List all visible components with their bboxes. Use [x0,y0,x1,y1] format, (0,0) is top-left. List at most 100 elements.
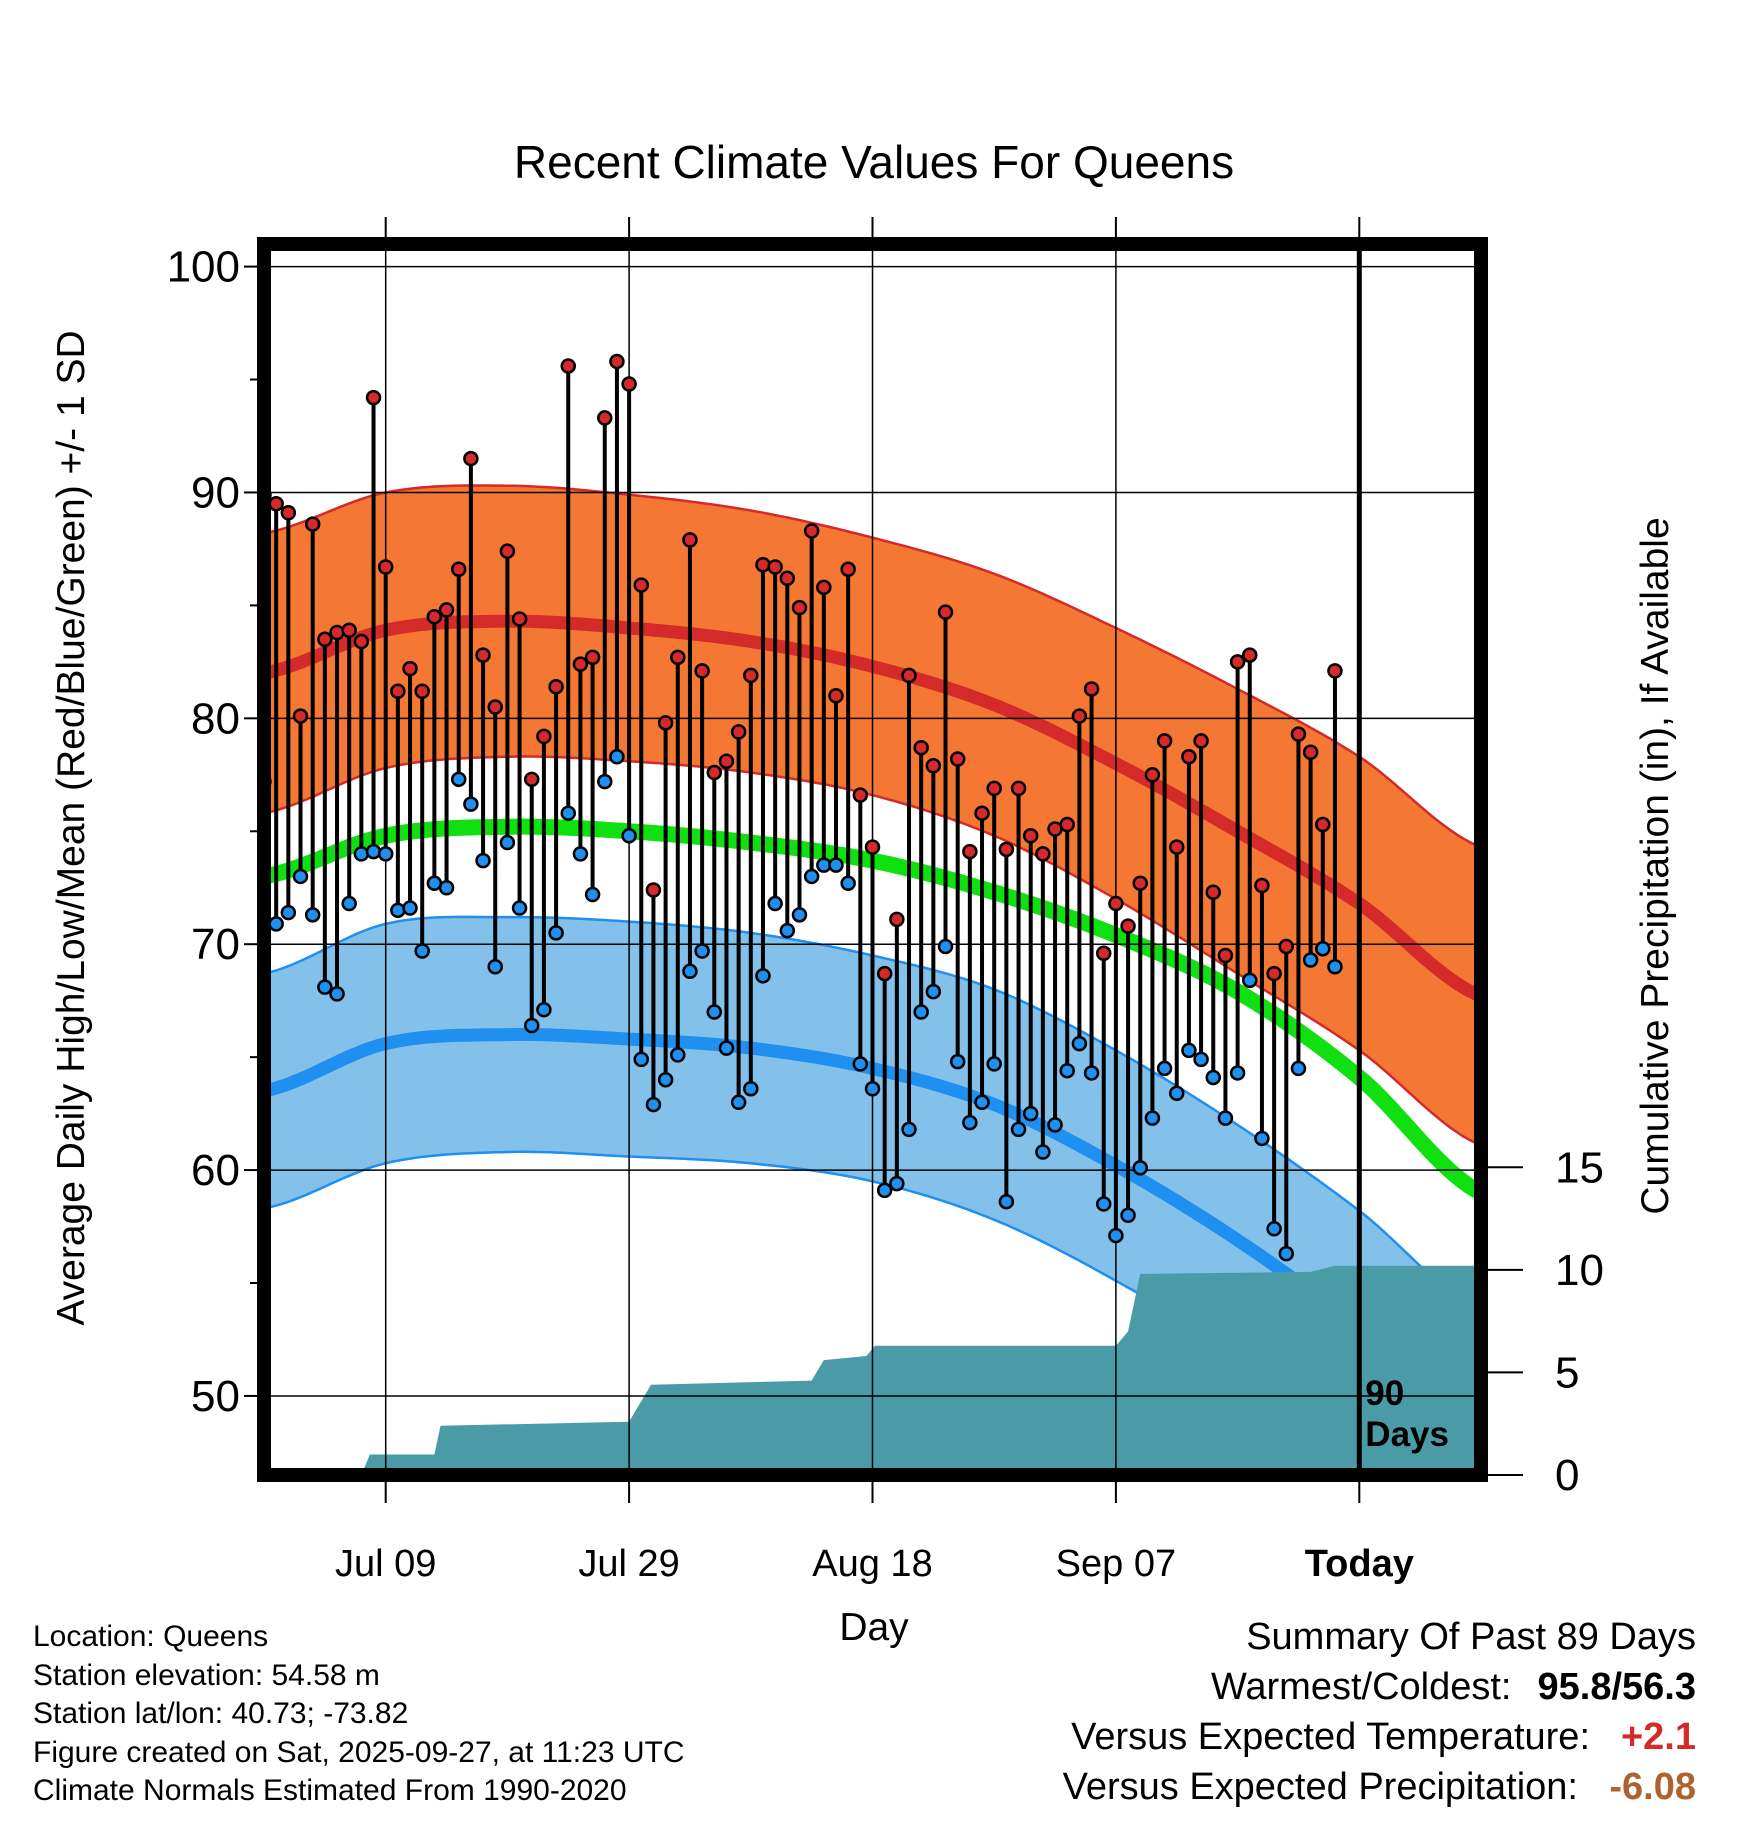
summary-panel: Summary Of Past 89 Days Warmest/Coldest:… [1063,1612,1696,1812]
y-left-tick-label: 100 [167,243,240,292]
daily-high-point [450,561,467,578]
daily-high-point [986,780,1002,797]
daily-low-point [791,907,808,923]
daily-high-point [1035,846,1051,862]
daily-high-point [511,611,528,627]
plot-area [264,0,1481,1475]
info-normals: Climate Normals Estimated From 1990-2020 [33,1774,627,1807]
daily-high-point [280,505,297,521]
daily-low-point [523,1017,540,1034]
warm-cold-separator: / [1611,1666,1623,1708]
daily-low-point [670,1047,686,1063]
daily-low-point [1095,1196,1112,1212]
daily-low-point [755,968,771,984]
info-elevation: Station elevation: 54.58 m [33,1658,380,1692]
daily-high-point [304,516,321,532]
temp-anomaly-label: Versus Expected Temperature: [1071,1716,1590,1758]
daily-high-point [1254,877,1270,894]
daily-high-point [682,532,698,548]
precip-anomaly-label: Versus Expected Precipitation: [1062,1766,1578,1808]
daily-high-point [1217,947,1234,964]
daily-low-point [657,1071,674,1088]
daily-low-point [304,907,321,923]
daily-low-point [584,886,601,903]
daily-low-point [597,773,613,790]
daily-high-point [1169,839,1185,855]
x-tick-label: Jul 29 [578,1543,679,1585]
daily-low-point [706,1004,723,1020]
coldest-value: 56.3 [1622,1666,1696,1708]
daily-low-point [962,1114,978,1131]
daily-low-point [390,902,406,919]
daily-low-point [1315,940,1331,957]
info-location: Location: Queens [33,1620,269,1653]
daily-high-point [572,656,589,672]
warmest-value: 95.8 [1537,1666,1612,1708]
daily-high-point [1205,884,1222,901]
daily-low-point [1193,1051,1209,1068]
daily-high-point [1341,0,1354,7]
low-sd-band [264,916,1481,1475]
daily-low-point [475,852,491,869]
x-tick-label: Jul 09 [335,1543,436,1585]
daily-high-point [329,624,345,641]
daily-low-point [365,843,382,860]
daily-low-point [463,796,479,812]
daily-low-point [609,748,625,765]
y-right-tick-label: 15 [1555,1143,1604,1192]
daily-high-point [341,622,357,638]
daily-low-point [803,868,820,885]
daily-high-point [1022,828,1039,844]
daily-high-point [426,608,443,625]
daily-low-point [645,1096,662,1113]
daily-high-point [779,570,796,587]
daily-low-point [682,963,698,980]
daily-low-point [1022,1105,1039,1122]
temp-anomaly-value: +2.1 [1620,1716,1696,1758]
daily-high-point [609,353,625,370]
daily-high-point [840,561,856,578]
daily-high-point [962,843,978,860]
daily-low-point [1071,1035,1088,1052]
daily-low-point [268,916,284,932]
daily-high-point [1059,816,1075,833]
daily-high-point [475,647,491,663]
daily-high-point [414,683,430,699]
daily-low-point [1144,1110,1161,1126]
precip-anomaly-value: -6.08 [1609,1766,1696,1808]
daily-low-point [949,1053,966,1070]
daily-high-point [292,708,309,724]
daily-low-point [901,1121,917,1138]
daily-high-point [1266,965,1282,982]
daily-low-point [402,900,418,916]
daily-low-point [353,846,370,862]
y-right-tick-label: 0 [1555,1451,1579,1500]
daily-low-point [840,875,856,891]
daily-low-point [925,983,942,1000]
daily-high-point [706,764,723,781]
daily-low-point [743,1081,759,1097]
today-annotation-days-label: Days [1365,1415,1449,1454]
summary-warm-cold-row: Warmest/Coldest: 95.8/56.3 [1063,1662,1696,1712]
daily-low-point [572,846,589,862]
daily-high-point [584,649,601,666]
daily-low-point [913,1004,929,1020]
daily-low-point [1120,1207,1136,1223]
daily-low-point [511,900,528,916]
daily-high-point [791,599,808,616]
y-left-tick-label: 90 [191,468,240,517]
daily-low-point [633,1051,650,1068]
y-left-tick-label: 60 [191,1146,240,1195]
daily-high-point [645,882,662,898]
y-right-tick-label: 5 [1555,1348,1579,1397]
daily-high-point [876,965,893,982]
daily-high-point [998,841,1015,858]
daily-high-point [1327,663,1343,679]
y-left-tick-label: 50 [191,1372,240,1421]
daily-high-point [390,683,406,699]
daily-high-point [438,602,455,618]
daily-high-point [560,358,576,374]
daily-high-point [633,577,650,593]
daily-low-point [1181,1042,1197,1059]
